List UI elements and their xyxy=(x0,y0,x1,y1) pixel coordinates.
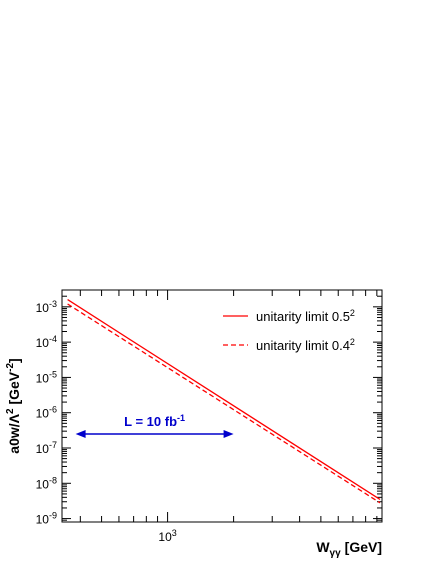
plot-frame xyxy=(61,289,383,523)
y-tick-label: 10-4 xyxy=(36,334,57,350)
x-axis: 103 xyxy=(79,290,378,544)
legend-entry: unitarity limit 0.52 xyxy=(256,308,355,324)
series-layer xyxy=(67,299,381,504)
y-tick-label: 10-7 xyxy=(36,440,57,456)
x-tick-label: 103 xyxy=(158,528,176,544)
arrow-head-right-icon xyxy=(223,429,234,438)
x-axis-title: Wγγ [GeV] xyxy=(316,539,382,559)
series-line-solid xyxy=(67,299,381,500)
y-axis-title: a0w/Λ2 [GeV-2] xyxy=(5,358,22,453)
y-tick-label: 10-9 xyxy=(36,511,57,527)
arrow-head-left-icon xyxy=(75,429,86,438)
y-axis: 10-9 10-8 10-7 10-6 10-5 10-4 10-3 xyxy=(36,289,382,527)
legend: unitarity limit 0.52 unitarity limit 0.42 xyxy=(223,308,355,353)
y-tick-label: 10-6 xyxy=(36,405,57,421)
legend-entry: unitarity limit 0.42 xyxy=(256,337,355,353)
luminosity-label: L = 10 fb-1 xyxy=(124,413,185,429)
y-tick-label: 10-8 xyxy=(36,475,57,491)
annotation: L = 10 fb-1 xyxy=(75,413,234,438)
y-tick-label: 10-5 xyxy=(36,369,57,385)
series-line-dashed xyxy=(67,303,381,504)
y-tick-label: 10-3 xyxy=(36,299,57,315)
